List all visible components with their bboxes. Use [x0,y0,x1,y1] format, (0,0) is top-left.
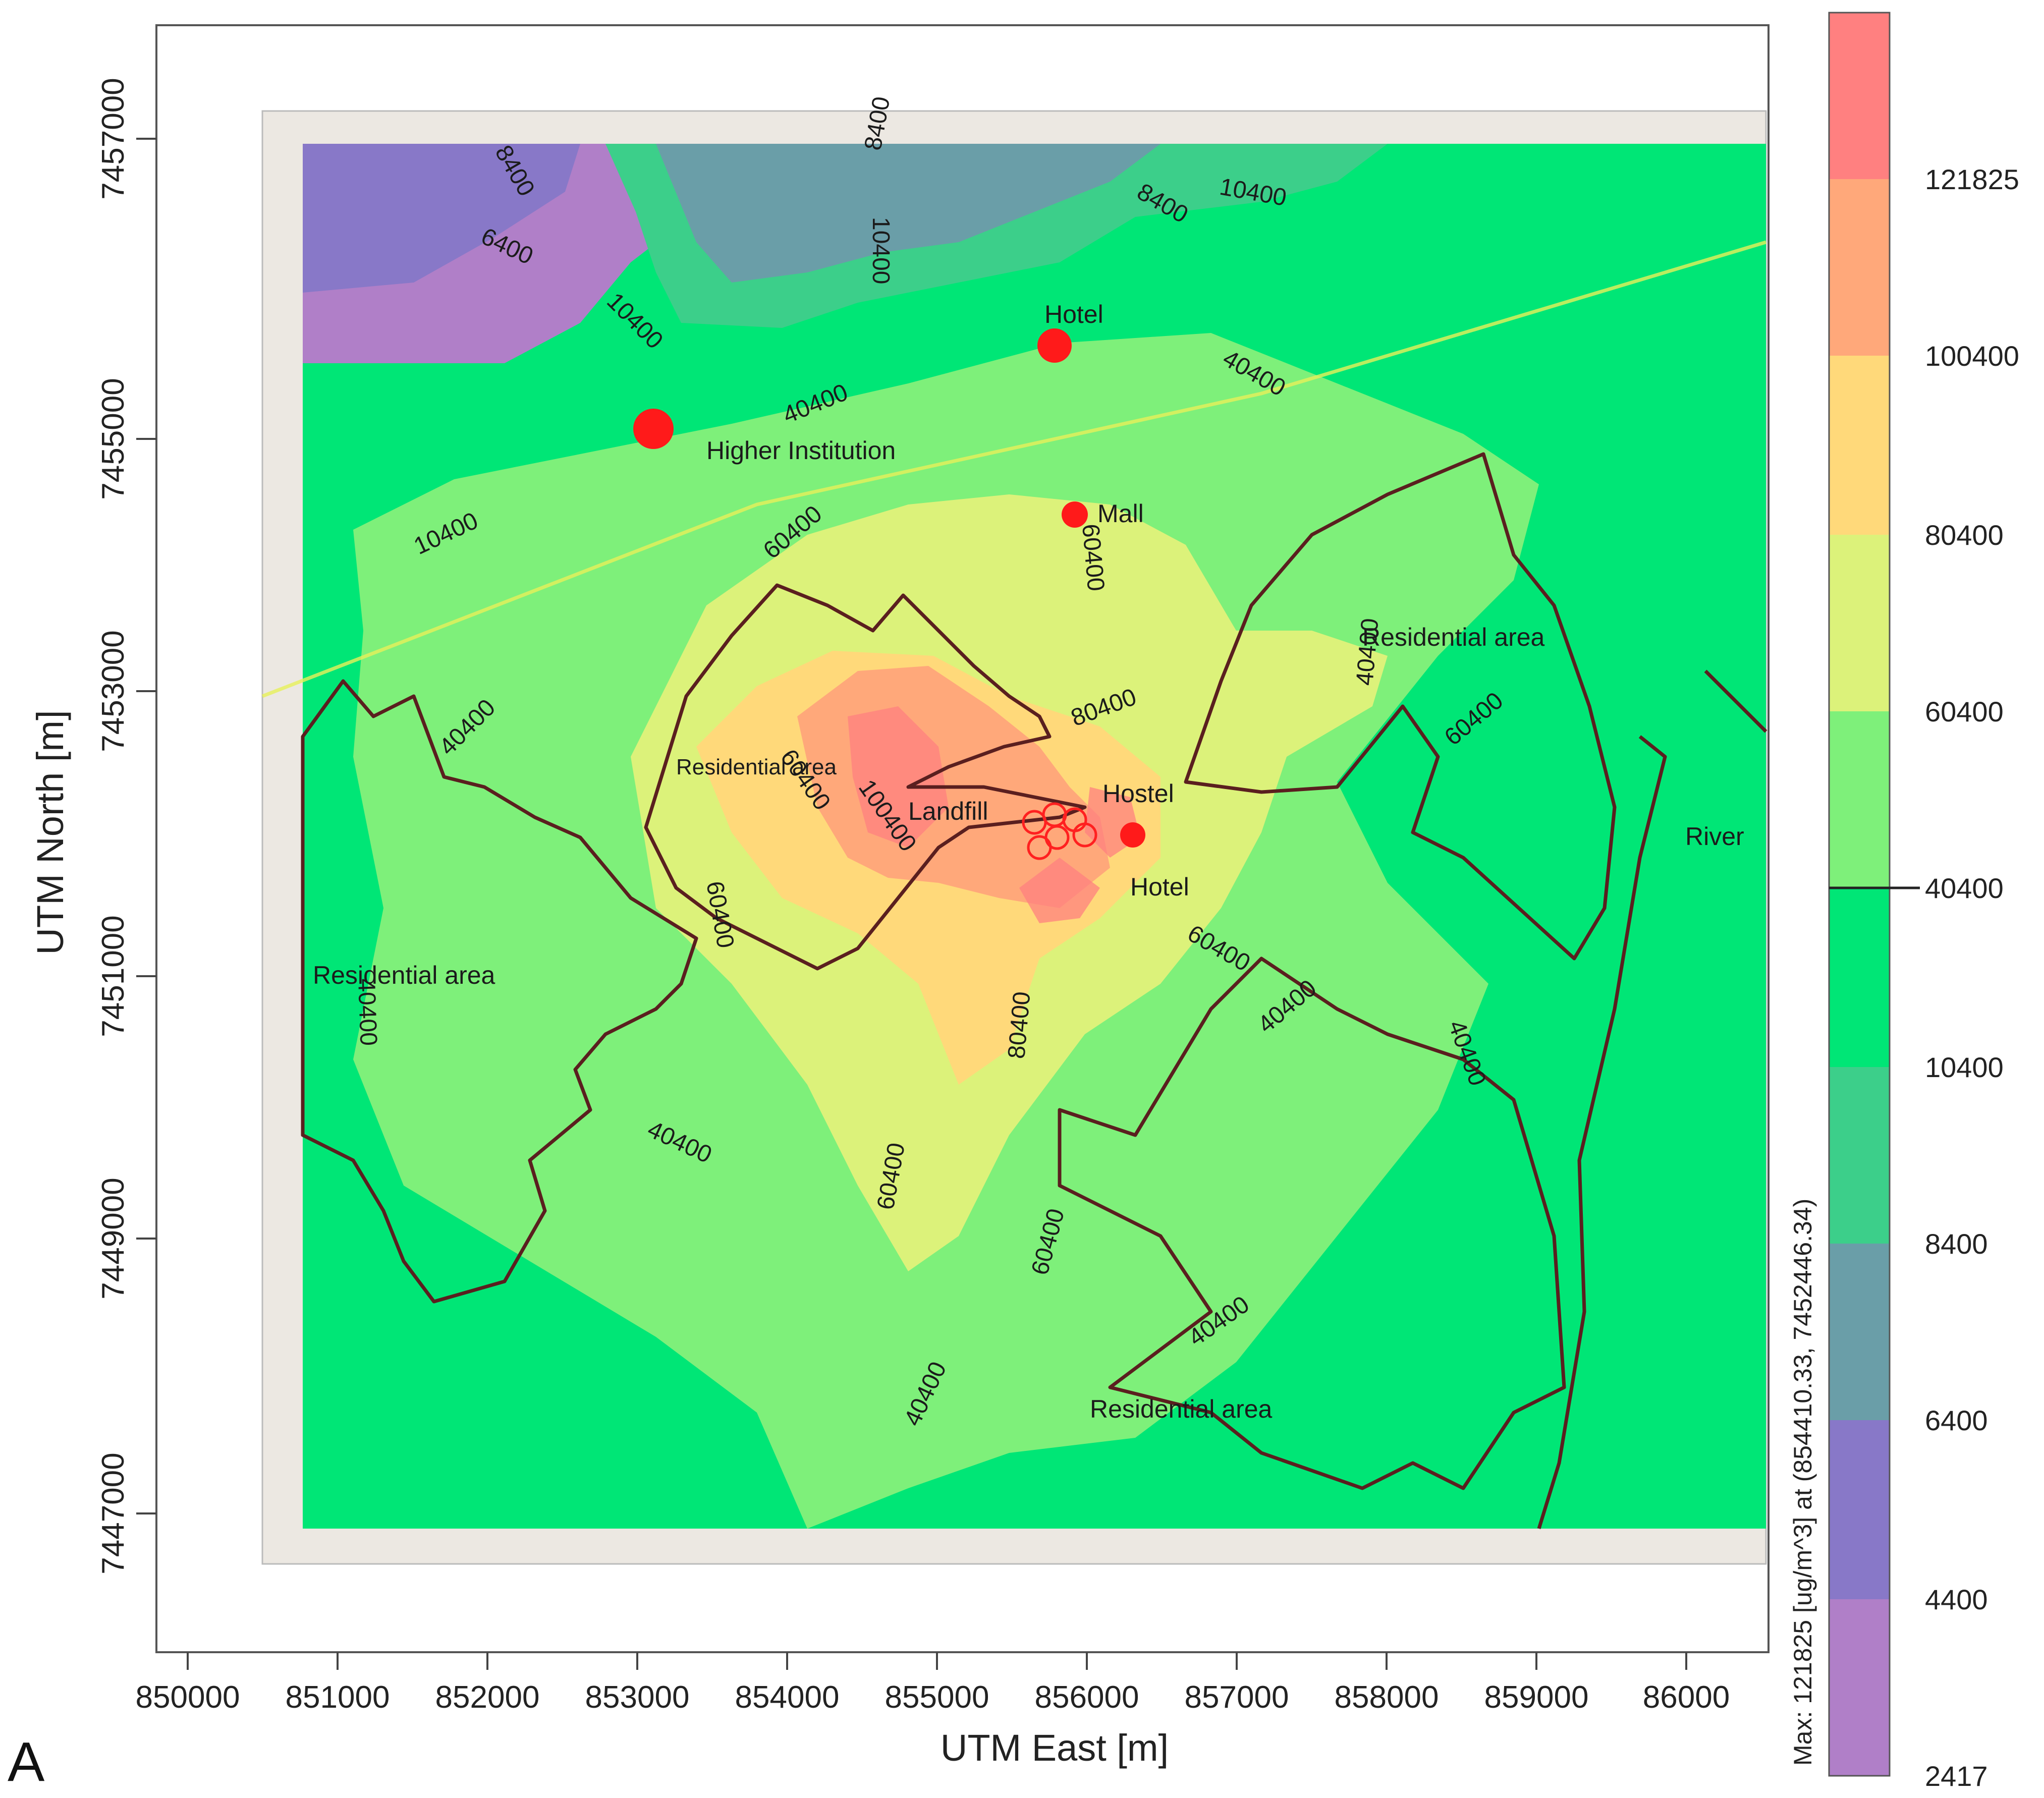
legend-label: 10400 [1925,1051,2004,1083]
legend-label: 8400 [1925,1228,1988,1260]
landfill-source-circle [1072,822,1097,848]
x-tick-label: 857000 [1185,1680,1289,1715]
label-hotel-north: Hotel [1044,300,1103,328]
contour-label: 40400 [1351,617,1384,687]
y-axis-title: UTM North [m] [29,710,71,954]
contour-band-121825 [848,706,1140,923]
label-residential-north-east: Residential area [1362,623,1545,651]
x-tick-label: 855000 [885,1680,989,1715]
contour-band-6400 [656,144,1161,283]
map-markers [633,328,1145,860]
panel-letter: A [8,1731,45,1793]
contour-label: 40400 [353,978,382,1046]
legend-label: 40400 [1925,872,2004,904]
legend-swatch-80400 [1829,356,1890,535]
x-tick-label: 858000 [1335,1680,1439,1715]
label-river: River [1685,822,1744,851]
y-tick-label: 7455000 [96,378,131,499]
x-tick-label: 853000 [585,1680,690,1715]
contour-label: 60400 [1077,523,1109,592]
legend-swatch-100400 [1829,179,1890,356]
x-tick-label: 854000 [735,1680,840,1715]
residential-boundary-north-east [1184,452,1617,961]
legend-swatch-6400 [1829,1244,1890,1420]
road-line [261,240,1767,698]
x-tick-label: 856000 [1035,1680,1139,1715]
label-mall: Mall [1097,499,1144,528]
concentration-field [303,144,1766,1529]
legend-label: 6400 [1925,1404,1988,1436]
river-line [1537,669,1767,1530]
legend-label: 4400 [1925,1584,1988,1615]
contour-label: 80400 [1003,990,1035,1060]
residential-boundary-south [1058,957,1566,1490]
label-residential-landfill: Residential area [676,755,837,779]
residential-boundary-landfill [644,583,1087,971]
y-tick-label: 7449000 [96,1177,131,1299]
label-hostel: Hostel [1102,779,1174,808]
hotel-north-marker [1037,328,1072,363]
legend: 2417 4400 6400 8400 10400 40400 60400 80… [1789,12,2019,1792]
label-hotel-south: Hotel [1130,873,1189,901]
label-residential-west: Residential area [313,961,495,989]
legend-swatch-121825 [1829,13,1890,179]
legend-swatch-4400 [1829,1420,1890,1599]
y-axis [136,138,156,1514]
legend-swatch-2417 [1829,1599,1890,1776]
landfill-source-markers [1022,802,1097,860]
contour-band-4400 [303,144,580,293]
x-axis-title: UTM East [m] [941,1727,1169,1769]
legend-label: 80400 [1925,519,2004,551]
legend-title: Max: 121825 [ug/m^3] at (854410.33, 7452… [1789,1199,1817,1766]
label-residential-south: Residential area [1090,1395,1273,1423]
label-higher-institution: Higher Institution [706,436,896,465]
x-axis [187,1652,1687,1670]
x-tick-label: 852000 [435,1680,540,1715]
legend-swatch-40400 [1829,711,1890,888]
x-tick-label: 850000 [136,1680,240,1715]
y-tick-label: 7447000 [96,1452,131,1574]
hotel-south-marker [1120,822,1145,848]
mall-marker [1062,501,1088,528]
legend-swatch-8400 [1829,1067,1890,1244]
y-tick-labels: 7457000 7455000 7453000 7451000 7449000 … [96,78,131,1574]
y-tick-label: 7453000 [96,630,131,752]
contour-label: 10400 [867,217,894,284]
legend-label: 121825 [1925,163,2019,195]
x-tick-labels: 850000 851000 852000 853000 854000 85500… [136,1680,1730,1715]
residential-boundary-west [301,679,698,1304]
legend-frame [1828,12,1891,1777]
legend-label: 100400 [1925,340,2019,372]
boundary-lines [301,452,1767,1530]
label-landfill: Landfill [908,797,988,825]
legend-label: 2417 [1925,1760,1988,1792]
y-tick-label: 7451000 [96,915,131,1037]
x-tick-label: 859000 [1484,1680,1589,1715]
legend-label: 60400 [1925,696,2004,727]
place-labels: Hotel Higher Institution Mall Residentia… [313,300,1744,1423]
legend-swatch-10400 [1829,888,1890,1067]
x-tick-label: 86000 [1643,1680,1730,1715]
x-tick-label: 851000 [286,1680,390,1715]
higher-institution-marker [633,409,674,449]
y-tick-label: 7457000 [96,78,131,199]
landfill-source-circle [1027,835,1052,860]
legend-swatch-60400 [1829,535,1890,711]
